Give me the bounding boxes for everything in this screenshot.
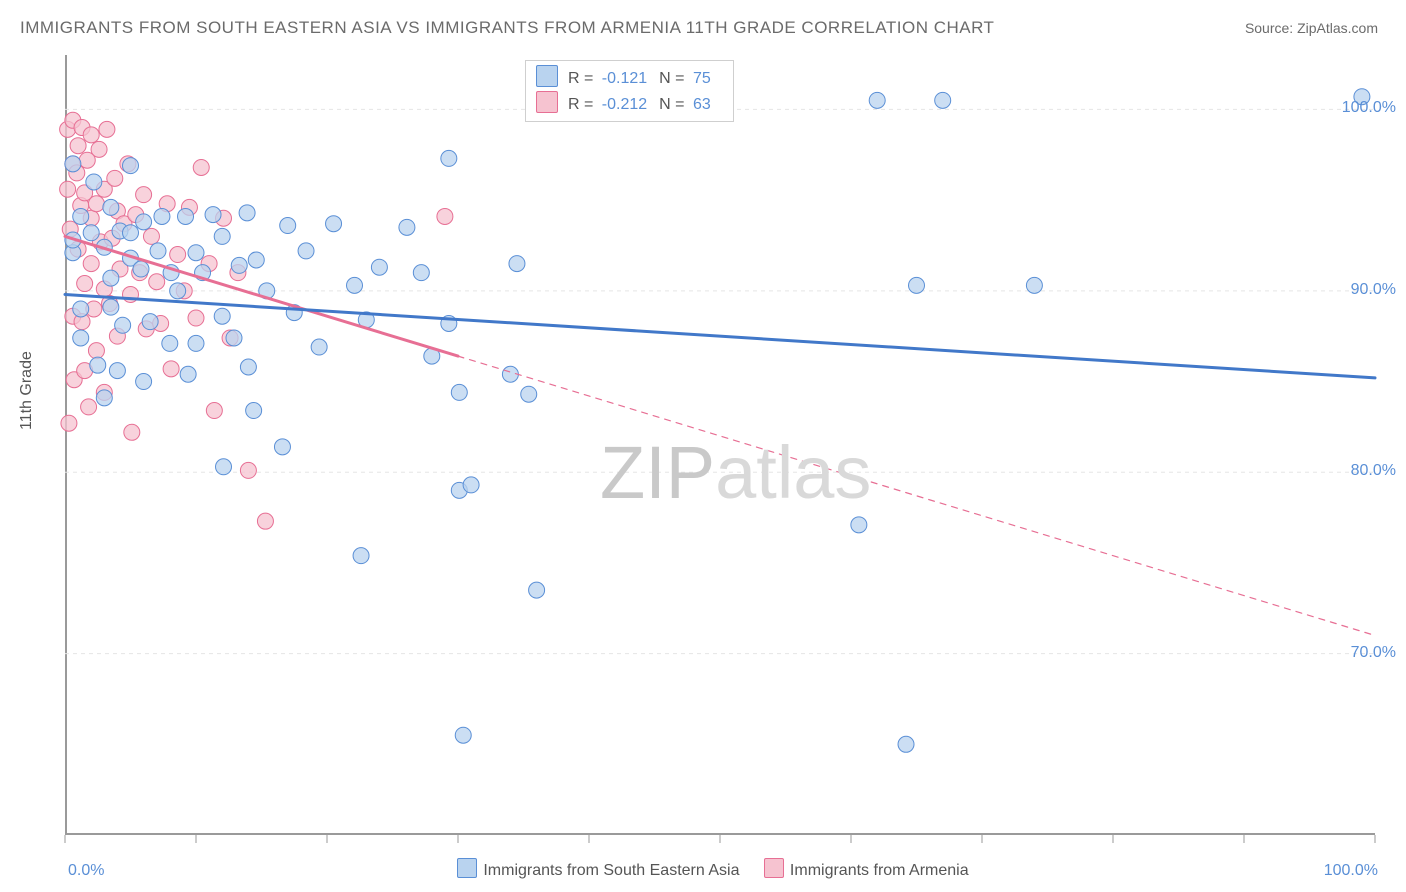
legend-label-b: Immigrants from Armenia <box>790 862 969 879</box>
plot-svg <box>65 55 1375 835</box>
n-value-b: 63 <box>693 96 711 113</box>
source-label: Source: ZipAtlas.com <box>1245 20 1378 36</box>
legend-swatch-a <box>536 65 558 87</box>
legend-label-a: Immigrants from South Eastern Asia <box>483 862 739 879</box>
y-tick-label: 70.0% <box>1351 644 1396 662</box>
chart-title: IMMIGRANTS FROM SOUTH EASTERN ASIA VS IM… <box>20 18 994 38</box>
y-tick-label: 90.0% <box>1351 281 1396 299</box>
legend-swatch-series-a <box>457 858 477 878</box>
legend-swatch-b <box>536 91 558 113</box>
legend-row-b: R = -0.212N = 63 <box>536 91 723 117</box>
legend-row-a: R = -0.121N = 75 <box>536 65 723 91</box>
correlation-legend: R = -0.121N = 75 R = -0.212N = 63 <box>525 60 734 122</box>
n-value-a: 75 <box>693 70 711 87</box>
y-axis-label: 11th Grade <box>18 351 36 430</box>
legend-swatch-series-b <box>764 858 784 878</box>
r-value-b: -0.212 <box>602 96 647 113</box>
y-tick-label: 100.0% <box>1342 99 1396 117</box>
r-value-a: -0.121 <box>602 70 647 87</box>
y-tick-label: 80.0% <box>1351 462 1396 480</box>
series-legend: Immigrants from South Eastern Asia Immig… <box>0 858 1406 880</box>
